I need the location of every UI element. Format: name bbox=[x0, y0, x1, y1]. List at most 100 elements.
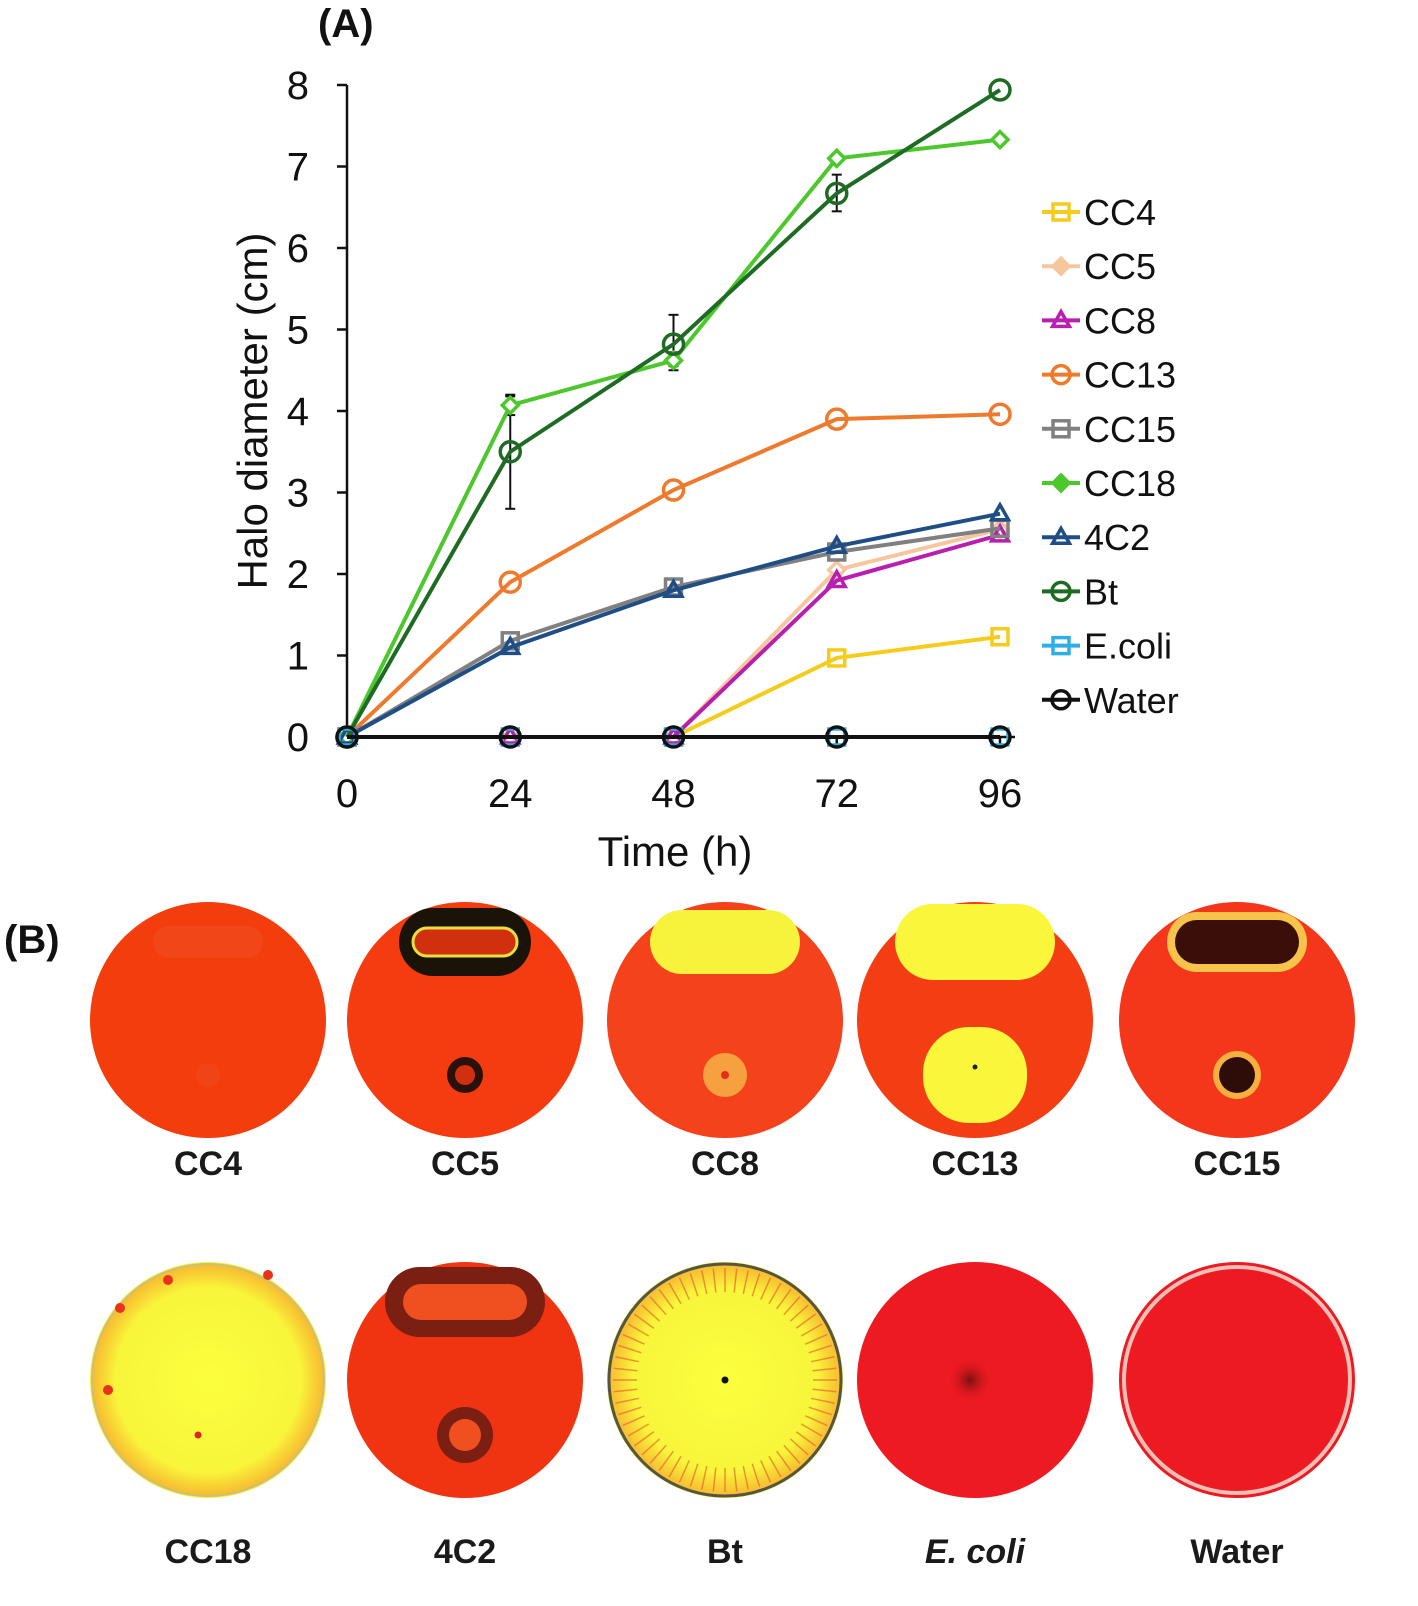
plate-label: Bt bbox=[707, 1533, 743, 1571]
plate-ray bbox=[700, 1270, 708, 1295]
data-point bbox=[988, 725, 1012, 749]
plate-colony bbox=[163, 1275, 173, 1285]
legend-entry: CC18 bbox=[1042, 463, 1176, 504]
plate-ray bbox=[613, 1388, 638, 1393]
plate-label: 4C2 bbox=[433, 1533, 497, 1571]
x-tick-label: 0 bbox=[336, 772, 358, 816]
plate-cc13 bbox=[857, 902, 1093, 1138]
plate-ray bbox=[641, 1438, 661, 1456]
data-point bbox=[988, 522, 1012, 543]
data-point bbox=[498, 635, 522, 656]
data-point bbox=[661, 332, 686, 356]
legend-label: CC13 bbox=[1084, 355, 1176, 396]
plate-ray bbox=[678, 1277, 690, 1300]
plate-label: CC18 bbox=[164, 1533, 252, 1571]
plate-spot-halo bbox=[447, 1057, 483, 1093]
data-point bbox=[661, 478, 686, 502]
plate-rim bbox=[1122, 1265, 1352, 1495]
plate-colony bbox=[263, 1270, 273, 1280]
plate-ray bbox=[800, 1323, 823, 1337]
plate-halo bbox=[399, 908, 531, 976]
y-tick-label: 6 bbox=[287, 227, 309, 271]
x-axis-label: Time (h) bbox=[598, 828, 753, 875]
x-tick-label: 48 bbox=[651, 772, 696, 816]
plate-ray bbox=[742, 1270, 750, 1295]
data-point bbox=[498, 440, 522, 464]
panel-b-label: (B) bbox=[4, 918, 60, 962]
plate-label: CC8 bbox=[690, 1145, 760, 1183]
legend-label: Water bbox=[1084, 680, 1179, 721]
plate-ray bbox=[810, 1397, 835, 1405]
plate-dish bbox=[90, 1262, 326, 1498]
data-point bbox=[988, 501, 1012, 522]
plate-ray bbox=[649, 1296, 667, 1316]
plate-ray bbox=[678, 1460, 690, 1483]
data-point bbox=[825, 725, 849, 749]
plate-ray bbox=[733, 1268, 738, 1293]
plate-spot-halo bbox=[1213, 1051, 1261, 1099]
line-chart: 0 1 2 3 4 5 6 7 8 0 24 48 72 96 Time (h) Halo diameter … bbox=[229, 64, 1179, 875]
plate-spot bbox=[946, 1356, 994, 1404]
plate-ray bbox=[618, 1406, 642, 1416]
plate-label: CC4 bbox=[173, 1145, 243, 1183]
plate-ray bbox=[633, 1313, 655, 1329]
plate-ray bbox=[627, 1423, 650, 1437]
data-point bbox=[498, 570, 522, 594]
legend-entry: CC4 bbox=[1042, 192, 1156, 233]
legend-entry: 4C2 bbox=[1042, 517, 1150, 558]
legend-label: CC4 bbox=[1084, 192, 1156, 233]
plate-cc4 bbox=[90, 902, 326, 1138]
legend-label: Bt bbox=[1084, 571, 1118, 612]
data-point bbox=[1050, 363, 1072, 386]
plate-label: CC5 bbox=[430, 1145, 500, 1183]
data-point bbox=[1050, 689, 1072, 711]
plate-halo bbox=[91, 1263, 325, 1497]
data-point bbox=[1050, 580, 1072, 603]
plate-spot bbox=[196, 1063, 220, 1087]
data-point bbox=[1051, 202, 1071, 222]
plate-colony bbox=[103, 1385, 113, 1395]
series-line bbox=[345, 137, 1001, 738]
plate-ray bbox=[789, 1438, 809, 1456]
plate-ray bbox=[615, 1355, 640, 1363]
panel-a-label: (A) bbox=[318, 2, 374, 46]
legend-entry: CC5 bbox=[1042, 246, 1156, 287]
x-tick-label: 72 bbox=[815, 772, 860, 816]
plate-ray bbox=[658, 1288, 674, 1310]
plate-ray bbox=[768, 1282, 782, 1305]
plate-dish bbox=[1119, 902, 1355, 1138]
data-point bbox=[662, 577, 685, 599]
plate-label: Water bbox=[1190, 1533, 1284, 1571]
plate-spot-halo bbox=[923, 1027, 1027, 1123]
plate-ray bbox=[613, 1367, 638, 1372]
plate-spot-halo bbox=[703, 1053, 747, 1097]
plate-ray bbox=[700, 1465, 708, 1490]
legend-label: CC15 bbox=[1084, 409, 1176, 450]
plate-ray bbox=[751, 1463, 761, 1487]
plate-ray bbox=[712, 1268, 717, 1293]
plate-label: CC13 bbox=[931, 1145, 1019, 1183]
series-line bbox=[345, 412, 1001, 739]
plate-ray bbox=[810, 1355, 835, 1363]
y-tick-label: 8 bbox=[287, 64, 309, 108]
plate-label: E. coli bbox=[924, 1533, 1026, 1571]
legend-label: CC18 bbox=[1084, 463, 1176, 504]
x-tick-label: 24 bbox=[488, 772, 533, 816]
plate-ray bbox=[712, 1467, 717, 1492]
y-tick-label: 5 bbox=[287, 309, 309, 353]
plate-dish bbox=[607, 1262, 843, 1498]
data-point bbox=[1049, 308, 1073, 329]
plate-ray bbox=[760, 1460, 772, 1483]
legend-label: 4C2 bbox=[1084, 517, 1150, 558]
plate-dish bbox=[857, 1262, 1093, 1498]
data-point bbox=[1051, 635, 1071, 656]
data-point bbox=[335, 725, 359, 749]
data-point bbox=[825, 533, 849, 555]
plate-dish bbox=[347, 1262, 583, 1498]
plate-ray bbox=[812, 1388, 837, 1393]
plate-ray bbox=[622, 1333, 645, 1345]
data-point bbox=[988, 78, 1012, 102]
plate-cc15 bbox=[1119, 902, 1355, 1138]
series-cc18 bbox=[336, 129, 1011, 748]
plate-spot bbox=[972, 1064, 978, 1070]
